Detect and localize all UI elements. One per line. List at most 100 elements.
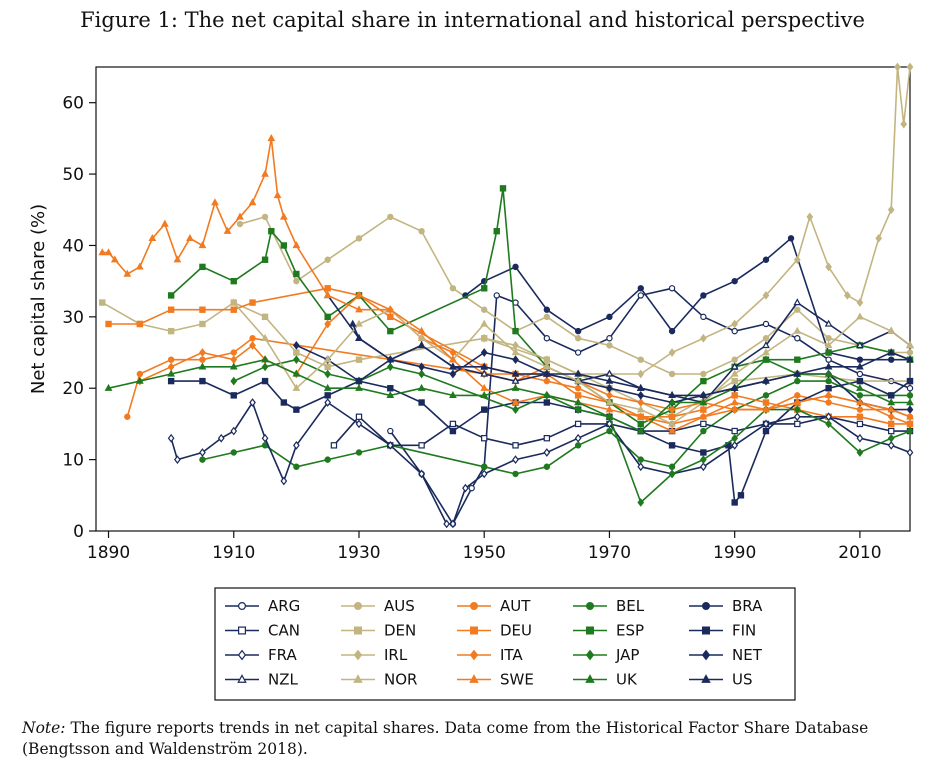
point-ita	[324, 319, 332, 329]
point-fra	[199, 448, 206, 457]
point-jap	[700, 455, 707, 464]
point-arg	[794, 335, 801, 342]
point-fra	[906, 448, 914, 457]
point-swe	[511, 398, 520, 406]
point-aus	[418, 227, 425, 235]
series-line-deu	[108, 287, 910, 425]
point-fin	[737, 492, 745, 499]
point-nzl	[762, 341, 770, 349]
point-uk	[135, 376, 144, 384]
point-fra	[443, 519, 451, 529]
point-fra	[856, 433, 864, 443]
point-esp	[268, 227, 275, 235]
point-uk	[887, 398, 896, 406]
point-aut	[167, 356, 175, 363]
point-swe	[417, 326, 426, 334]
point-jap	[731, 433, 739, 443]
point-arg	[574, 349, 582, 356]
point-fra	[462, 483, 469, 493]
y-axis-label: Net capital share (%)	[28, 204, 49, 394]
point-aut	[124, 413, 131, 420]
point-fra	[249, 398, 256, 407]
point-nor	[574, 376, 583, 384]
point-bra	[512, 263, 519, 271]
point-can	[700, 420, 707, 428]
point-nzl	[793, 298, 802, 306]
legend-label-us: US	[732, 671, 753, 689]
point-swe	[261, 169, 269, 177]
point-nor	[292, 383, 301, 391]
point-fin	[543, 399, 551, 406]
point-irl	[856, 298, 864, 307]
point-net	[512, 355, 519, 365]
point-aus	[637, 356, 644, 363]
point-nor	[480, 319, 489, 327]
point-arg	[731, 327, 738, 335]
point-uk	[104, 383, 113, 391]
point-aut	[856, 406, 864, 413]
point-nor	[355, 319, 363, 327]
point-uk	[292, 369, 301, 377]
point-swe	[135, 262, 144, 270]
point-nor	[605, 398, 614, 406]
legend-marker-net	[701, 649, 711, 661]
point-us	[793, 369, 802, 377]
point-den	[99, 299, 106, 306]
point-bel	[324, 456, 331, 463]
point-us	[417, 341, 426, 349]
point-deu	[230, 306, 237, 313]
legend-label-bel: BEL	[616, 597, 645, 615]
point-jap	[825, 419, 832, 429]
point-can	[418, 442, 425, 449]
point-us	[605, 376, 614, 384]
point-fra	[574, 433, 582, 443]
legend-label-deu: DEU	[500, 622, 532, 640]
point-arg	[762, 320, 770, 328]
point-esp	[280, 242, 288, 249]
point-aut	[825, 399, 832, 406]
point-arg	[543, 335, 551, 342]
point-nzl	[605, 369, 614, 377]
legend-marker-us	[701, 674, 711, 683]
point-nzl	[511, 376, 520, 384]
point-swe	[236, 212, 244, 220]
series-line-uk	[108, 358, 910, 432]
point-swe	[906, 412, 914, 420]
point-us	[856, 362, 864, 370]
legend-marker-fin	[701, 626, 710, 635]
point-bel	[825, 377, 832, 385]
point-bel	[574, 442, 582, 449]
point-uk	[229, 362, 238, 370]
point-jap	[512, 405, 519, 415]
point-jap	[324, 369, 332, 379]
point-nor	[229, 298, 238, 306]
point-deu	[199, 306, 206, 313]
legend-marker-aus	[354, 601, 363, 610]
point-nor	[261, 333, 269, 341]
legend-marker-deu	[470, 626, 479, 635]
point-swe	[161, 219, 169, 227]
point-fin	[700, 449, 707, 456]
point-irl	[844, 291, 851, 300]
point-nor	[417, 333, 426, 341]
legend-label-aus: AUS	[384, 597, 415, 615]
point-bel	[794, 377, 801, 385]
point-esp	[230, 277, 237, 285]
point-fra	[261, 433, 269, 443]
point-fin	[293, 406, 300, 413]
point-us	[449, 362, 457, 370]
point-irl	[806, 212, 814, 222]
point-fin	[324, 392, 331, 399]
legend-label-fin: FIN	[732, 622, 756, 640]
point-swe	[186, 233, 194, 242]
point-ita	[637, 398, 645, 407]
point-nor	[323, 355, 332, 363]
line-chart: 0 10 20 30 40 50 60 1890 1910 1930 1950 1970 1990 201…	[28, 62, 914, 701]
point-swe	[123, 269, 132, 277]
point-swe	[480, 383, 489, 391]
point-nzl	[480, 369, 489, 377]
point-jap	[906, 426, 914, 436]
point-fra	[230, 426, 238, 436]
point-esp	[825, 349, 832, 356]
point-jap	[293, 355, 300, 365]
